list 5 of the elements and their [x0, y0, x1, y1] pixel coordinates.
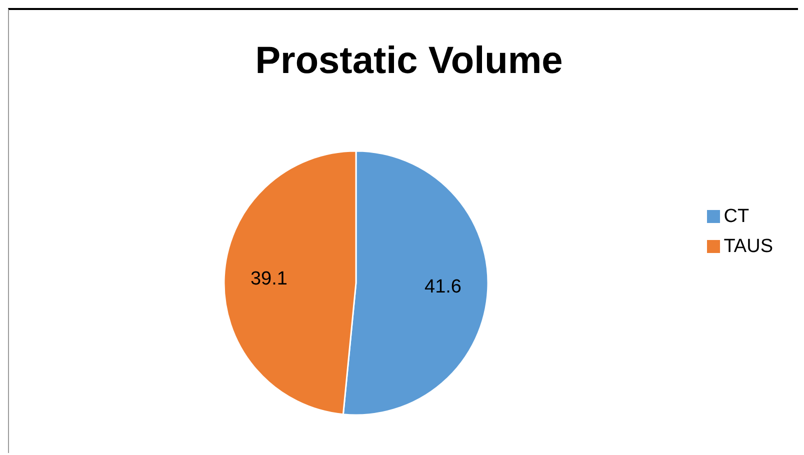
data-label: 41.6 [424, 276, 462, 298]
chart-title: Prostatic Volume [254, 40, 564, 83]
data-label: 39.1 [250, 268, 288, 290]
legend-label: CT [724, 206, 750, 226]
legend-label: TAUS [724, 236, 773, 256]
